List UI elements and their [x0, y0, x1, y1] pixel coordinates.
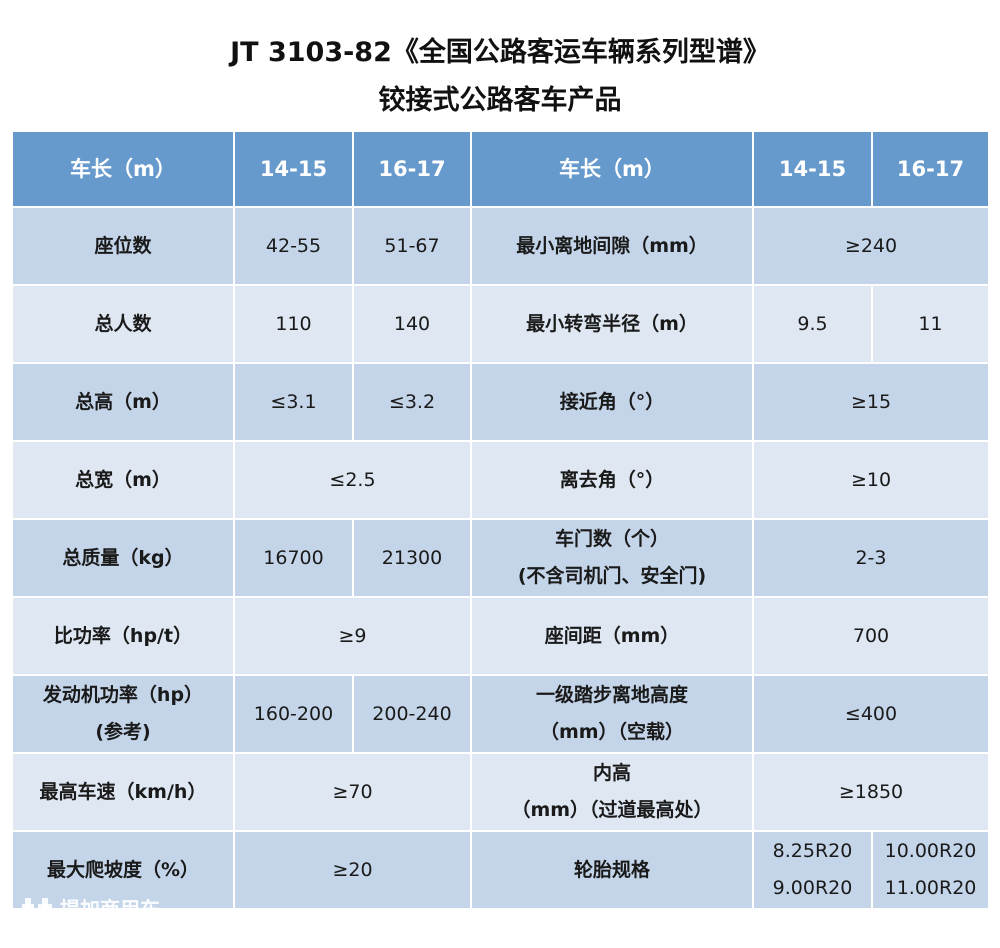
- row-label-line1: 一级踏步离地高度: [535, 684, 688, 706]
- row-label-line2: （mm）（过道最高处）: [511, 799, 713, 821]
- watermark: 提加商用车: [20, 893, 160, 922]
- cell-value: 10.00R20 11.00R20: [871, 830, 990, 910]
- header-left-label: 车长（m）: [11, 130, 235, 208]
- cell-value: 140: [352, 284, 472, 364]
- row-label-line2: (参考): [95, 721, 151, 743]
- row-label: 一级踏步离地高度 （mm）（空载）: [470, 674, 754, 754]
- row-label: 发动机功率（hp） (参考): [11, 674, 235, 754]
- watermark-text: 提加商用车: [60, 897, 160, 921]
- page-subtitle: 铰接式公路客车产品: [378, 85, 622, 116]
- page-title: JT 3103-82《全国公路客运车辆系列型谱》: [230, 37, 770, 68]
- row-label: 总人数: [11, 284, 235, 364]
- cell-value: ≤400: [752, 674, 990, 754]
- cell-value: 700: [752, 596, 990, 676]
- row-label: 比功率（hp/t）: [11, 596, 235, 676]
- row-label-line1: 内高: [592, 762, 631, 784]
- cell-value: 16700: [233, 518, 354, 598]
- row-label: 车门数（个） (不含司机门、安全门): [470, 518, 754, 598]
- cell-value: ≥1850: [752, 752, 990, 832]
- header-left-col1: 14-15: [233, 130, 354, 208]
- cell-value: ≤3.1: [233, 362, 354, 442]
- row-label: 最小离地间隙（mm）: [470, 206, 754, 286]
- row-label: 最小转弯半径（m）: [470, 284, 754, 364]
- table-row: 座位数 42-55 51-67 最小离地间隙（mm） ≥240: [11, 206, 990, 286]
- row-label-line2: (不含司机门、安全门): [517, 565, 707, 587]
- cell-value: ≥15: [752, 362, 990, 442]
- row-label: 离去角（°）: [470, 440, 754, 520]
- table-row: 比功率（hp/t） ≥9 座间距（mm） 700: [11, 596, 990, 676]
- header-right-col2: 16-17: [871, 130, 990, 208]
- logo-cross-icon: [20, 895, 54, 921]
- table-row: 总质量（kg） 16700 21300 车门数（个） (不含司机门、安全门) 2…: [11, 518, 990, 598]
- tire-spec-line2: 11.00R20: [884, 877, 977, 899]
- row-label: 座位数: [11, 206, 235, 286]
- row-label: 座间距（mm）: [470, 596, 754, 676]
- header-left-col2: 16-17: [352, 130, 472, 208]
- cell-value: 42-55: [233, 206, 354, 286]
- cell-value: ≥10: [752, 440, 990, 520]
- cell-value: 9.5: [752, 284, 873, 364]
- table-row: 总人数 110 140 最小转弯半径（m） 9.5 11: [11, 284, 990, 364]
- table-row: 最大爬坡度（%） ≥20 轮胎规格 8.25R20 9.00R20 10.00R…: [11, 830, 990, 910]
- row-label-line2: （mm）（空载）: [539, 721, 685, 743]
- table-header-row: 车长（m） 14-15 16-17 车长（m） 14-15 16-17: [11, 130, 990, 208]
- cell-value: 21300: [352, 518, 472, 598]
- cell-value: ≥20: [233, 830, 472, 910]
- cell-value: ≤2.5: [233, 440, 472, 520]
- table-row: 最高车速（km/h） ≥70 内高 （mm）（过道最高处） ≥1850: [11, 752, 990, 832]
- cell-value: 2-3: [752, 518, 990, 598]
- cell-value: 160-200: [233, 674, 354, 754]
- cell-value: ≤3.2: [352, 362, 472, 442]
- spec-table: 车长（m） 14-15 16-17 车长（m） 14-15 16-17 座位数 …: [11, 130, 990, 910]
- row-label: 轮胎规格: [470, 830, 754, 910]
- row-label: 内高 （mm）（过道最高处）: [470, 752, 754, 832]
- cell-value: 8.25R20 9.00R20: [752, 830, 873, 910]
- row-label: 总质量（kg）: [11, 518, 235, 598]
- row-label: 最高车速（km/h）: [11, 752, 235, 832]
- cell-value: ≥70: [233, 752, 472, 832]
- row-label-line1: 车门数（个）: [554, 528, 669, 550]
- cell-value: 51-67: [352, 206, 472, 286]
- row-label-line1: 发动机功率（hp）: [42, 684, 204, 706]
- row-label: 总宽（m）: [11, 440, 235, 520]
- row-label: 接近角（°）: [470, 362, 754, 442]
- cell-value: 110: [233, 284, 354, 364]
- cell-value: ≥240: [752, 206, 990, 286]
- header-right-label: 车长（m）: [470, 130, 754, 208]
- cell-value: 200-240: [352, 674, 472, 754]
- cell-value: 11: [871, 284, 990, 364]
- row-label: 最大爬坡度（%）: [11, 830, 235, 910]
- row-label: 总高（m）: [11, 362, 235, 442]
- tire-spec-line2: 9.00R20: [772, 877, 853, 899]
- table-row: 发动机功率（hp） (参考) 160-200 200-240 一级踏步离地高度 …: [11, 674, 990, 754]
- tire-spec-line1: 8.25R20: [772, 840, 853, 862]
- table-row: 总宽（m） ≤2.5 离去角（°） ≥10: [11, 440, 990, 520]
- table-row: 总高（m） ≤3.1 ≤3.2 接近角（°） ≥15: [11, 362, 990, 442]
- header-right-col1: 14-15: [752, 130, 873, 208]
- tire-spec-line1: 10.00R20: [884, 840, 977, 862]
- cell-value: ≥9: [233, 596, 472, 676]
